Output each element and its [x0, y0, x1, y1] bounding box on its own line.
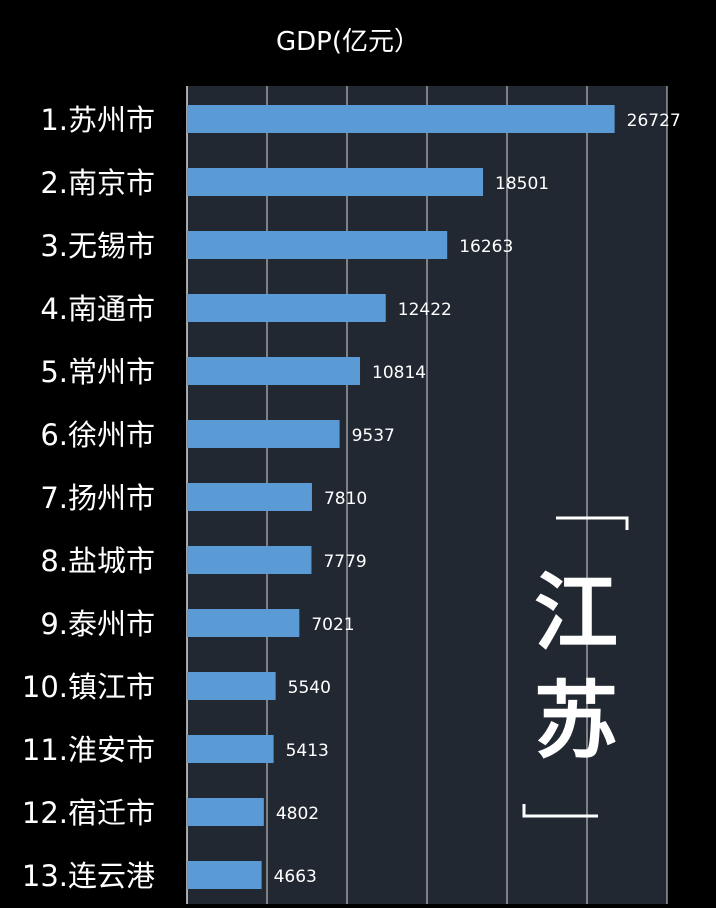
bar [187, 672, 276, 700]
annotation-char-2: 苏 [534, 672, 618, 770]
bar [187, 357, 361, 385]
data-label: 4663 [274, 867, 317, 887]
bar [187, 231, 448, 259]
category-label: 9.泰州市 [40, 607, 155, 641]
data-label: 7779 [323, 552, 366, 572]
data-label: 7021 [311, 615, 354, 635]
bar [187, 861, 262, 889]
category-label: 2.南京市 [40, 166, 155, 200]
annotation-bracket-close [522, 804, 598, 818]
bar [187, 105, 615, 133]
category-label: 3.无锡市 [40, 229, 155, 263]
category-label: 5.常州市 [40, 355, 155, 389]
bar [187, 294, 386, 322]
category-label: 7.扬州市 [40, 481, 155, 515]
data-label: 16263 [459, 237, 513, 257]
bar [187, 546, 312, 574]
category-label: 8.盐城市 [40, 544, 155, 578]
category-label: 1.苏州市 [40, 103, 155, 137]
bar [187, 609, 300, 637]
category-label: 11.淮安市 [22, 733, 155, 767]
data-label: 12422 [398, 300, 452, 320]
chart-title: GDP(亿元） [276, 27, 420, 57]
data-label: 5413 [286, 741, 329, 761]
category-label: 12.宿迁市 [22, 796, 155, 830]
data-labels: 26727 18501 16263 12422 10814 9537 7810 7779 702… [274, 111, 681, 887]
bar [187, 420, 340, 448]
data-label: 26727 [627, 111, 681, 131]
category-label: 10.镇江市 [22, 670, 155, 704]
annotation-bracket-open [556, 516, 629, 530]
data-label: 5540 [288, 678, 331, 698]
bar [187, 735, 274, 763]
province-annotation: 江 苏 [522, 516, 629, 818]
data-label: 4802 [276, 804, 319, 824]
data-label: 9537 [352, 426, 395, 446]
bar [187, 168, 484, 196]
category-label: 13.连云港 [22, 859, 155, 893]
category-label: 6.徐州市 [40, 418, 155, 452]
bar [187, 483, 312, 511]
data-label: 7810 [324, 489, 367, 509]
annotation-char-1: 江 [534, 564, 618, 662]
category-labels: 1.苏州市 2.南京市 3.无锡市 4.南通市 5.常州市 6.徐州市 7.扬州市 8.盐城市… [22, 103, 155, 893]
category-label: 4.南通市 [40, 292, 155, 326]
bars [187, 105, 615, 889]
data-label: 10814 [372, 363, 426, 383]
data-label: 18501 [495, 174, 549, 194]
bar [187, 798, 264, 826]
